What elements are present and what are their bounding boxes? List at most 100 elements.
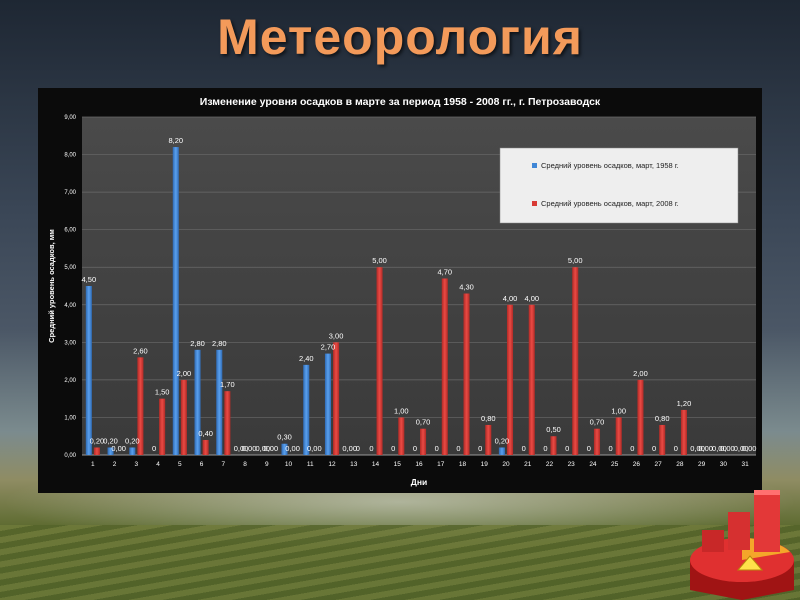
value-label-2008-day-17: 4,70 bbox=[437, 267, 452, 276]
value-label-2008-day-19: 0,80 bbox=[481, 414, 496, 423]
bar-1958-day-7 bbox=[216, 349, 223, 455]
y-tick-label: 0,00 bbox=[64, 453, 76, 459]
bar-1958-day-2 bbox=[107, 447, 114, 455]
chart-container: Изменение уровня осадков в марте за пери… bbox=[38, 88, 762, 493]
value-label-2008-day-18: 4,30 bbox=[459, 283, 474, 292]
y-tick-label: 2,00 bbox=[64, 378, 76, 384]
legend-swatch-2008 bbox=[532, 201, 537, 206]
x-tick-label: 8 bbox=[243, 461, 247, 468]
value-label-1958-day-9: 0,00 bbox=[255, 444, 270, 453]
bar-1958-day-5 bbox=[172, 147, 179, 456]
y-tick-label: 3,00 bbox=[64, 340, 76, 346]
value-label-1958-day-11: 2,40 bbox=[299, 354, 314, 363]
x-tick-label: 15 bbox=[394, 461, 402, 468]
bar-2008-day-14 bbox=[376, 267, 383, 455]
bar-2008-day-19 bbox=[485, 424, 492, 455]
bar-2008-day-21 bbox=[528, 304, 535, 455]
value-label-2008-day-25: 1,00 bbox=[611, 406, 626, 415]
bar-2008-day-5 bbox=[180, 379, 187, 455]
bar-1958-day-3 bbox=[129, 447, 136, 455]
value-label-1958-day-27: 0 bbox=[652, 444, 656, 453]
bar-1958-day-10 bbox=[281, 443, 288, 455]
value-label-1958-day-12: 2,70 bbox=[321, 343, 336, 352]
x-tick-label: 26 bbox=[633, 461, 641, 468]
x-tick-label: 27 bbox=[655, 461, 663, 468]
x-tick-label: 10 bbox=[285, 461, 293, 468]
value-label-2008-day-26: 2,00 bbox=[633, 369, 648, 378]
value-label-2008-day-31: 0,00 bbox=[742, 444, 757, 453]
y-tick-label: 6,00 bbox=[64, 228, 76, 234]
bar-2008-day-16 bbox=[420, 428, 427, 455]
value-label-2008-day-20: 4,00 bbox=[503, 294, 518, 303]
x-tick-label: 9 bbox=[265, 461, 269, 468]
value-labels: 4,500,20 0,200,000,202,6001,508,202,002,8… bbox=[82, 136, 757, 453]
bar-2008-day-27 bbox=[659, 424, 666, 455]
value-label-1958-day-18: 0 bbox=[456, 444, 460, 453]
x-tick-label: 19 bbox=[481, 461, 489, 468]
legend-label-1958: Средний уровень осадков, март, 1958 г. bbox=[541, 161, 679, 170]
chart-title: Изменение уровня осадков в марте за пери… bbox=[200, 96, 601, 108]
bar-2008-day-22 bbox=[550, 436, 557, 455]
bar-2008-day-20 bbox=[506, 304, 514, 455]
value-label-2008-day-9: 0,00 bbox=[264, 444, 279, 453]
x-tick-label: 23 bbox=[568, 461, 576, 468]
bar-1958-day-1 bbox=[85, 286, 92, 455]
y-tick-label: 8,00 bbox=[64, 153, 76, 159]
value-label-1958-day-6: 2,80 bbox=[190, 339, 205, 348]
bar-2008-day-15 bbox=[398, 417, 405, 455]
x-tick-label: 30 bbox=[720, 461, 728, 468]
value-label-1958-day-28: 0 bbox=[674, 444, 678, 453]
precipitation-bar-chart: Изменение уровня осадков в марте за пери… bbox=[47, 96, 757, 487]
x-tick-label: 25 bbox=[611, 461, 619, 468]
value-label-1958-day-15: 0 bbox=[391, 444, 395, 453]
y-tick-labels: 0,00 1,00 2,00 3,00 4,00 5,00 6,00 7,00 8,00 9,00 bbox=[64, 115, 76, 459]
y-tick-label: 1,00 bbox=[64, 415, 76, 421]
bar-2008-day-28 bbox=[680, 409, 687, 455]
value-label-1958-day-8: 0,00 bbox=[234, 444, 249, 453]
value-label-2008-day-12: 3,00 bbox=[329, 331, 344, 340]
x-tick-label: 13 bbox=[350, 461, 358, 468]
y-tick-label: 4,00 bbox=[64, 303, 76, 309]
value-label-2008-day-14: 5,00 bbox=[372, 256, 387, 265]
value-label-2008-day-7: 1,70 bbox=[220, 380, 235, 389]
value-label-2008-day-30: 0,00 bbox=[720, 444, 735, 453]
x-tick-labels: 1 2 3 4 5 6 7 8 9 10 11 12 13 14 15 16 17 18 19 20 21 22 23 24 2… bbox=[91, 461, 749, 468]
value-label-1958-day-21: 0 bbox=[522, 444, 526, 453]
value-label-1958-day-4: 0 bbox=[152, 444, 156, 453]
x-tick-label: 16 bbox=[415, 461, 423, 468]
value-label-1958-day-14: 0 bbox=[369, 444, 373, 453]
value-label-1958-day-24: 0 bbox=[587, 444, 591, 453]
value-label-1958-day-1: 4,50 bbox=[82, 275, 97, 284]
x-tick-label: 12 bbox=[328, 461, 336, 468]
x-tick-label: 2 bbox=[113, 461, 117, 468]
value-label-2008-day-16: 0,70 bbox=[416, 418, 431, 427]
x-axis-label: Дни bbox=[411, 477, 427, 487]
value-label-1958-day-2: 0,20 bbox=[103, 436, 118, 445]
bar-1958-day-20 bbox=[498, 447, 505, 455]
legend: Средний уровень осадков, март, 1958 г. С… bbox=[499, 147, 739, 224]
value-label-1958-day-5: 8,20 bbox=[168, 136, 183, 145]
value-label-2008-day-28: 1,20 bbox=[677, 399, 692, 408]
bar-2008-day-6 bbox=[202, 439, 209, 455]
value-label-1958-day-31: 0,00 bbox=[734, 444, 749, 453]
x-tick-label: 7 bbox=[222, 461, 226, 468]
value-label-2008-day-2: 0,00 bbox=[111, 444, 126, 453]
y-tick-label: 7,00 bbox=[64, 190, 76, 196]
value-label-2008-day-22: 0,50 bbox=[546, 425, 561, 434]
bar-2008-day-3 bbox=[137, 357, 144, 455]
value-label-2008-day-5: 2,00 bbox=[177, 369, 192, 378]
legend-swatch-1958 bbox=[532, 163, 537, 168]
bar-1958-day-6 bbox=[194, 349, 201, 455]
y-axis-label: Средний уровень осадков, мм bbox=[47, 229, 56, 343]
value-label-1958-day-19: 0 bbox=[478, 444, 482, 453]
value-label-1958-day-13: 0,00 bbox=[342, 444, 357, 453]
x-tick-label: 28 bbox=[676, 461, 684, 468]
bar-2008-day-25 bbox=[615, 417, 622, 455]
bar-2008-day-17 bbox=[441, 278, 448, 455]
value-label-2008-day-29: 0,00 bbox=[698, 444, 713, 453]
bar-2008-day-1 bbox=[93, 447, 100, 455]
value-label-2008-day-4: 1,50 bbox=[155, 388, 170, 397]
value-label-2008-day-10: 0,00 bbox=[285, 444, 300, 453]
bar-2008-day-23 bbox=[572, 267, 579, 455]
value-label-1958-day-17: 0 bbox=[435, 444, 439, 453]
